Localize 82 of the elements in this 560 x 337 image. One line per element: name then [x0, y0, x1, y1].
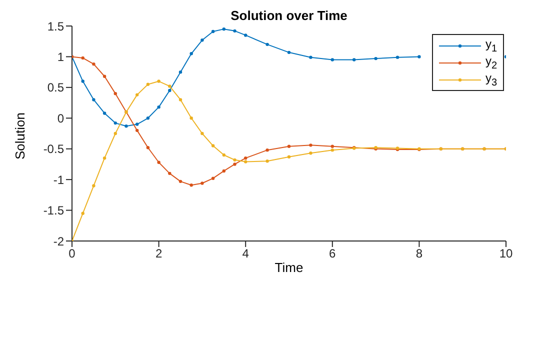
point — [92, 62, 96, 66]
point — [136, 122, 139, 126]
point — [157, 160, 160, 164]
point — [136, 93, 139, 96]
point — [190, 184, 193, 187]
point — [330, 144, 334, 148]
y-tick-label: -1.5 — [43, 204, 64, 218]
point — [114, 121, 117, 125]
point — [287, 155, 291, 158]
y-axis-title: Solution — [12, 112, 28, 160]
y-tick-label: 0 — [57, 111, 64, 126]
point — [211, 30, 215, 34]
point — [200, 182, 204, 185]
point — [396, 56, 400, 59]
point — [200, 132, 204, 136]
point — [222, 27, 226, 31]
legend-label: y$_{2}$ — [485, 54, 497, 72]
x-tick-label: 10 — [499, 246, 513, 261]
y-tick-label: -0.5 — [43, 142, 64, 156]
point — [81, 80, 84, 83]
point — [146, 82, 150, 86]
x-tick-label: 6 — [329, 246, 336, 261]
point — [92, 184, 96, 188]
y-tick-label: 0.5 — [47, 80, 64, 95]
point — [244, 156, 248, 160]
point — [200, 38, 204, 42]
point — [81, 212, 84, 215]
point — [168, 172, 172, 176]
point — [211, 176, 215, 180]
point — [287, 50, 291, 54]
point — [146, 116, 150, 120]
point — [374, 56, 378, 60]
point — [222, 153, 226, 157]
point — [178, 180, 182, 184]
y-tick-label: -1 — [53, 172, 64, 187]
x-tick-label: 8 — [416, 246, 423, 261]
point — [102, 74, 106, 78]
legend-label: y$_{3}$ — [485, 70, 497, 88]
point — [287, 144, 291, 148]
point — [168, 84, 172, 88]
point — [330, 148, 334, 152]
point — [114, 92, 117, 96]
y-tick-label: 1 — [57, 50, 64, 64]
point — [244, 34, 248, 37]
point — [266, 148, 269, 152]
point — [309, 144, 312, 147]
point — [178, 70, 182, 74]
point — [178, 98, 182, 102]
y-tick-label: 1.5 — [47, 19, 64, 34]
point — [211, 144, 215, 148]
x-tick-label: 0 — [68, 246, 76, 261]
point — [92, 98, 96, 102]
point — [157, 105, 160, 109]
point — [352, 58, 356, 62]
x-tick-label: 2 — [155, 246, 162, 261]
y-tick-label: -2 — [53, 234, 64, 248]
point — [266, 160, 269, 163]
point — [81, 56, 84, 60]
point — [124, 124, 128, 128]
point — [418, 55, 421, 58]
point — [114, 132, 117, 136]
point — [244, 160, 248, 164]
point — [136, 128, 139, 132]
chart-title: Solution over Time — [230, 8, 348, 23]
legend-label: y$_{1}$ — [485, 36, 497, 54]
point — [222, 169, 226, 173]
point — [190, 116, 193, 120]
point — [157, 80, 160, 83]
point — [330, 58, 334, 62]
x-axis-title: Time — [274, 260, 304, 275]
point — [309, 56, 312, 59]
point — [146, 146, 150, 150]
point — [102, 156, 106, 160]
point — [168, 88, 172, 92]
point — [233, 162, 236, 166]
point — [190, 52, 193, 56]
point — [233, 158, 236, 162]
point — [309, 152, 312, 155]
point — [102, 112, 106, 115]
point — [233, 29, 236, 33]
x-tick-label: 4 — [242, 246, 250, 261]
point — [266, 42, 269, 46]
